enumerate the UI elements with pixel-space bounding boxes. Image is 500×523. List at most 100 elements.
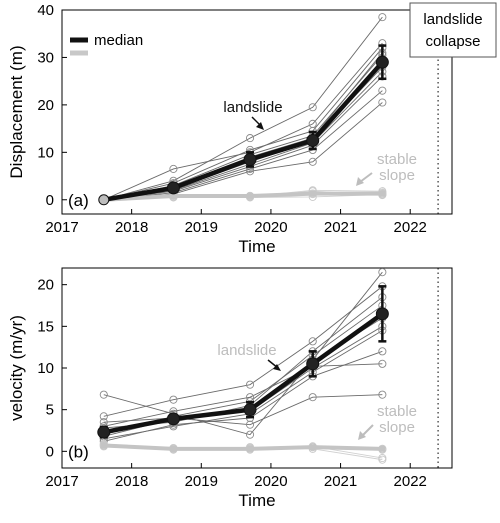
median-landslide-point [243,403,257,417]
landslide-arrow-head [273,364,281,371]
stable-annotation: stable [377,403,417,420]
series-line [103,66,383,201]
y-tick-label: 15 [37,318,54,335]
stable-arrow-head [356,177,364,186]
median-stable-point [170,192,177,199]
series-line [103,363,383,427]
stable-arrow-line [361,424,374,437]
median-landslide-point [306,133,320,147]
y-tick-label: 30 [37,49,54,66]
data-point [308,337,317,346]
median-landslide-point [97,425,111,439]
data-point [99,412,108,421]
series-line [103,61,383,201]
y-tick-label: 10 [37,144,54,161]
data-point [245,393,255,402]
median-landslide-point [166,412,180,426]
x-axis-label: Time [238,237,275,256]
median-stable-point [309,444,316,451]
data-point [378,13,387,22]
data-point [245,420,255,429]
panel-label: (a) [68,191,89,210]
median-stable-point [247,192,254,199]
median-stable-line [103,443,383,451]
stable-arrow-head [358,431,366,440]
data-point [378,268,387,277]
x-tick-label: 2018 [115,219,148,236]
landslide-annotation: landslide [223,99,282,116]
slope-annotation: slope [379,419,415,436]
slope-annotation: slope [379,167,415,184]
median-stable-point [379,445,386,452]
landslide-arrow-head [256,122,264,130]
median-landslide-line [103,60,385,202]
median-landslide-point [243,152,257,166]
x-tick-label: 2017 [45,219,78,236]
median-stable-point [309,190,316,197]
series-line [103,394,383,426]
x-tick-label: 2021 [324,219,357,236]
data-point [99,390,108,399]
chart-panel-a: 2017 2018 2019 2020 2021 2022 0 10 20 30 40 Time Dis… [7,2,497,256]
y-axis-label: velocity (m/yr) [7,315,26,421]
data-point [245,380,255,389]
median-landslide-point [98,194,110,206]
series-line [103,90,383,201]
median-landslide-point [166,181,180,195]
series-line [103,317,383,431]
median-landslide-point [375,55,389,69]
data-point [245,430,255,439]
y-tick-label: 5 [46,402,54,419]
x-tick-label: 2019 [185,219,218,236]
y-tick-label: 40 [37,2,54,19]
data-point [378,98,387,107]
series-line [103,42,383,201]
landslide-annotation: landslide [217,342,276,359]
x-tick-label: 2020 [254,473,287,490]
series-line [103,285,383,417]
data-point [308,103,317,112]
data-point [308,157,317,166]
chart-panel-b: 2017 2018 2019 2020 2021 2022 0 5 10 15 20 Time velo… [7,267,453,510]
collapse-text-1: landslide [423,11,482,28]
data-point [378,86,387,95]
y-tick-label: 20 [37,277,54,294]
y-tick-label: 0 [46,443,54,460]
stable-annotation: stable [377,151,417,168]
data-point [308,393,317,402]
y-tick-label: 20 [37,97,54,114]
series-line [103,47,383,201]
series-line [103,16,383,201]
data-point [378,455,387,464]
data-point [378,359,387,368]
median-stable-point [100,442,107,449]
collapse-text-2: collapse [425,33,480,50]
x-tick-label: 2022 [394,219,427,236]
legend-label-median: median [94,32,143,49]
x-tick-label: 2018 [115,473,148,490]
median-landslide-point [375,307,389,321]
y-tick-label: 10 [37,360,54,377]
data-point [378,347,387,356]
data-point [378,390,387,399]
series-line [103,271,383,436]
x-tick-label: 2020 [254,219,287,236]
median-landslide-line [103,312,384,435]
x-tick-label: 2017 [45,473,78,490]
data-point [169,395,178,404]
data-point [245,134,255,143]
y-axis-label: Displacement (m) [7,45,26,178]
x-tick-label: 2021 [324,473,357,490]
collapse-box [409,2,497,58]
stable-arrow-line [359,172,373,183]
series-line [103,59,383,201]
plot-area [61,9,453,215]
y-tick-label: 0 [46,192,54,209]
plot-area [61,267,453,469]
x-tick-label: 2022 [394,473,427,490]
median-stable-point [247,445,254,452]
median-stable-point [170,445,177,452]
median-stable-point [379,190,386,197]
x-axis-label: Time [238,491,275,510]
